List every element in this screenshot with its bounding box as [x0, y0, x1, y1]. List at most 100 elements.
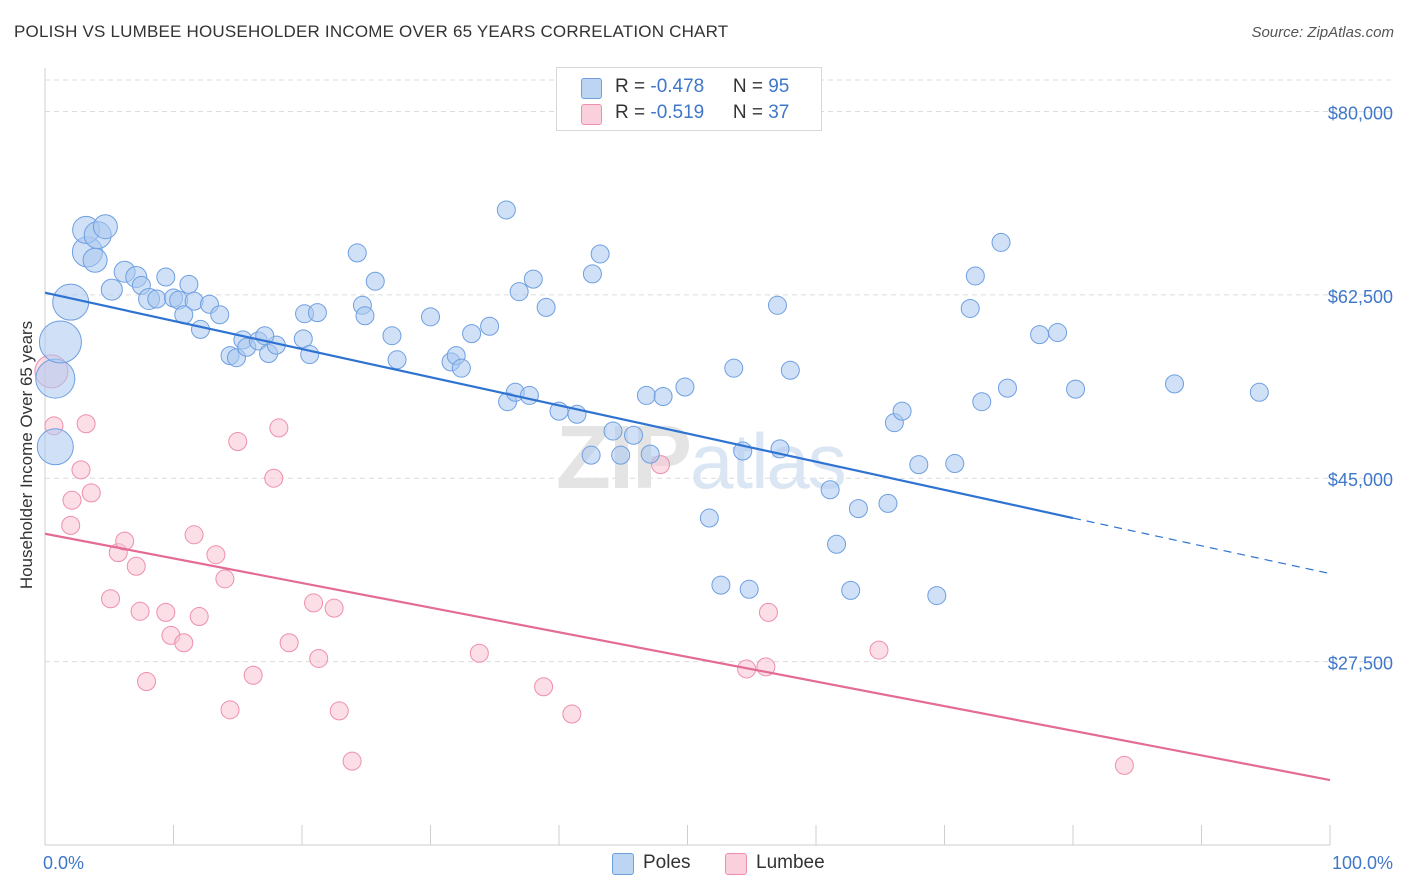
poles-point: [210, 305, 230, 325]
y-tick-label: $80,000: [1328, 103, 1393, 123]
poles-point: [653, 386, 673, 406]
lumbee-point: [81, 483, 101, 503]
poles-point: [35, 358, 76, 399]
poles-point: [307, 303, 327, 323]
lumbee-point: [206, 545, 226, 565]
poles-point: [611, 445, 631, 465]
poles-point: [892, 401, 912, 421]
poles-point: [848, 499, 868, 519]
legend-n-value-lumbee: 37: [768, 102, 790, 123]
bottom-legend-poles: Poles: [643, 852, 691, 873]
poles-point: [997, 378, 1017, 398]
poles-trend-line: [44, 291, 1074, 520]
lumbee-point: [279, 633, 299, 653]
poles-point: [92, 214, 118, 240]
poles-point: [536, 297, 556, 317]
poles-point: [965, 266, 985, 286]
poles-point: [36, 428, 74, 466]
legend-r-label: R =: [615, 76, 651, 97]
legend-r-value-poles: -0.478: [650, 76, 705, 97]
poles-point: [724, 358, 744, 378]
lumbee-point: [184, 525, 204, 545]
lumbee-point: [869, 640, 889, 660]
lumbee-point: [101, 589, 121, 609]
lumbee-point: [215, 569, 235, 589]
poles-point: [1048, 323, 1068, 343]
legend-r-label: R =: [615, 102, 651, 123]
poles-point: [147, 289, 167, 309]
poles-point: [767, 295, 787, 315]
poles-point: [945, 454, 965, 474]
poles-point: [624, 425, 644, 445]
y-axis-label: Householder Income Over 65 years: [17, 321, 36, 589]
legend-swatch-lumbee: [581, 104, 602, 125]
lumbee-point: [562, 704, 582, 724]
lumbee-trend-line: [44, 532, 1331, 782]
lumbee-point: [189, 607, 209, 627]
poles-point: [355, 306, 375, 326]
poles-point: [462, 324, 482, 344]
poles-point: [699, 508, 719, 528]
y-tick-label: $45,000: [1328, 470, 1393, 490]
tick-labels: $80,000 $62,500 $45,000 $27,500 0.0% 100.0%: [43, 103, 1393, 873]
legend-box: R = -0.478 N = 95 R = -0.519 N = 37: [556, 67, 822, 131]
poles-point: [382, 326, 402, 346]
lumbee-point: [130, 601, 150, 621]
bottom-legend-swatch-lumbee: [725, 853, 747, 875]
lumbee-point: [71, 460, 91, 480]
bottom-legend-lumbee: Lumbee: [756, 852, 825, 873]
lumbee-point: [324, 598, 344, 618]
poles-point: [1165, 374, 1185, 394]
lumbee-point: [62, 490, 82, 510]
poles-point: [841, 580, 861, 600]
lumbee-point: [264, 468, 284, 488]
x-tick-label: 0.0%: [43, 853, 84, 873]
lumbee-point: [329, 701, 349, 721]
poles-point: [927, 586, 947, 606]
poles-point: [1030, 325, 1050, 345]
poles-point: [82, 247, 108, 273]
lumbee-point: [758, 602, 778, 622]
poles-point: [480, 316, 500, 336]
lumbee-point: [534, 677, 554, 697]
trend-lines: [44, 291, 1331, 782]
poles-point: [451, 358, 471, 378]
lumbee-point: [304, 593, 324, 613]
poles-point: [780, 360, 800, 380]
legend-n-label: N =: [732, 102, 769, 123]
y-tick-label: $27,500: [1328, 654, 1393, 674]
chart-title: POLISH VS LUMBEE HOUSEHOLDER INCOME OVER…: [14, 22, 729, 41]
poles-point: [387, 350, 407, 370]
watermark: ZIPatlas: [556, 408, 845, 508]
poles-point: [581, 445, 601, 465]
poles-point: [960, 298, 980, 318]
poles-point: [640, 444, 660, 464]
bottom-legend-swatch-poles: [612, 853, 634, 875]
x-tick-label: 100.0%: [1332, 853, 1393, 873]
poles-point: [675, 377, 695, 397]
legend-swatch-poles: [581, 78, 602, 99]
lumbee-point: [220, 700, 240, 720]
lumbee-point: [137, 672, 157, 692]
poles-point: [190, 319, 210, 339]
poles-point: [972, 392, 992, 412]
poles-point: [1066, 379, 1086, 399]
legend-n-label: N =: [732, 76, 769, 97]
lumbee-point: [76, 414, 96, 434]
poles-point: [365, 271, 385, 291]
poles-point: [739, 579, 759, 599]
poles-point: [711, 575, 731, 595]
poles-trend-extension: [1072, 517, 1331, 575]
lumbee-point: [126, 556, 146, 576]
poles-point: [827, 534, 847, 554]
grid-lines: [45, 79, 1395, 663]
poles-point: [582, 264, 602, 284]
poles-point: [878, 493, 898, 513]
lumbee-point: [228, 432, 248, 452]
poles-points: [35, 200, 1269, 606]
lumbee-point: [269, 418, 289, 438]
poles-point: [519, 385, 539, 405]
poles-point: [156, 267, 176, 287]
y-tick-label: $62,500: [1328, 287, 1393, 307]
poles-point: [590, 244, 610, 264]
